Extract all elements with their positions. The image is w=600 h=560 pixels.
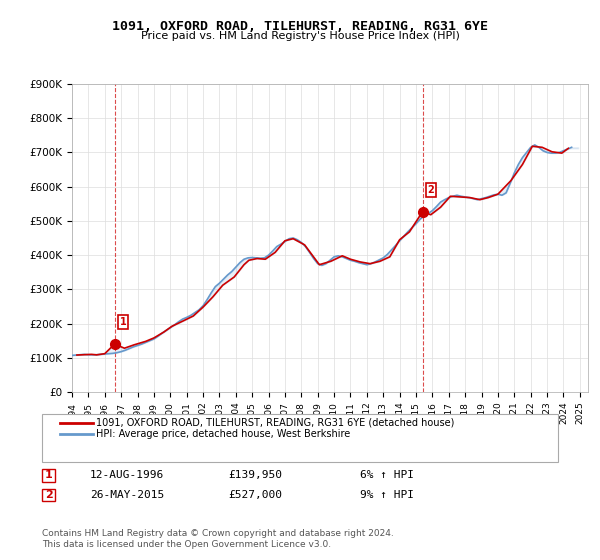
Text: 2: 2 bbox=[45, 490, 52, 500]
Bar bbox=[72, 84, 80, 392]
Text: Contains HM Land Registry data © Crown copyright and database right 2024.
This d: Contains HM Land Registry data © Crown c… bbox=[42, 529, 394, 549]
Text: 6% ↑ HPI: 6% ↑ HPI bbox=[360, 470, 414, 480]
Text: 2: 2 bbox=[427, 185, 434, 195]
Text: £527,000: £527,000 bbox=[228, 490, 282, 500]
Text: 1: 1 bbox=[45, 470, 52, 480]
Text: HPI: Average price, detached house, West Berkshire: HPI: Average price, detached house, West… bbox=[96, 429, 350, 439]
Text: £139,950: £139,950 bbox=[228, 470, 282, 480]
Text: 9% ↑ HPI: 9% ↑ HPI bbox=[360, 490, 414, 500]
Text: Price paid vs. HM Land Registry's House Price Index (HPI): Price paid vs. HM Land Registry's House … bbox=[140, 31, 460, 41]
Text: 1091, OXFORD ROAD, TILEHURST, READING, RG31 6YE (detached house): 1091, OXFORD ROAD, TILEHURST, READING, R… bbox=[96, 418, 454, 428]
Text: 26-MAY-2015: 26-MAY-2015 bbox=[90, 490, 164, 500]
Text: 12-AUG-1996: 12-AUG-1996 bbox=[90, 470, 164, 480]
Text: 1091, OXFORD ROAD, TILEHURST, READING, RG31 6YE: 1091, OXFORD ROAD, TILEHURST, READING, R… bbox=[112, 20, 488, 32]
Text: 1: 1 bbox=[119, 318, 126, 327]
